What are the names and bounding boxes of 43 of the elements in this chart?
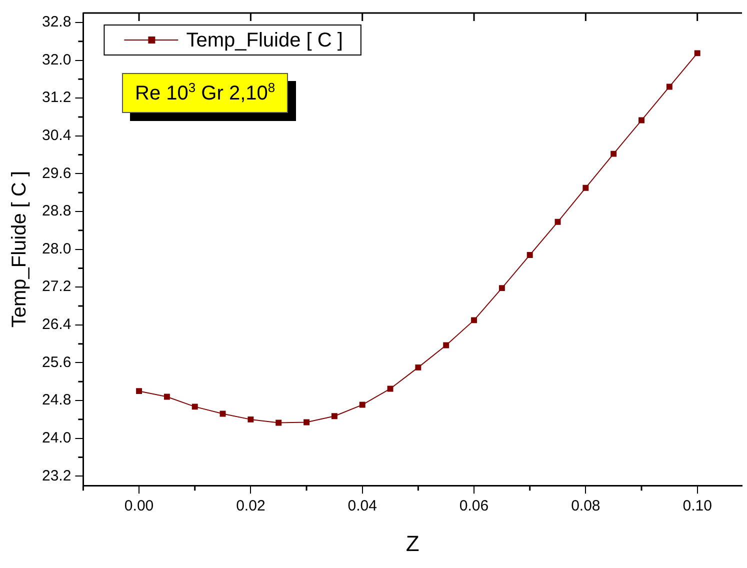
point <box>443 342 450 348</box>
y-tick-label: 27.2 <box>42 278 72 296</box>
x-tick-label: 0.00 <box>124 498 154 515</box>
y-tick-label: 28.0 <box>42 240 72 258</box>
point <box>554 218 561 225</box>
x-tick-label: 0.08 <box>571 498 600 515</box>
y-tick-label: 32.8 <box>42 14 72 31</box>
point <box>526 252 533 258</box>
annotation: Re 10$^{3}$ Gr 2,10$^{8}$ <box>122 73 288 113</box>
point <box>582 184 589 191</box>
point <box>192 404 198 410</box>
y-tick-label: 24.0 <box>42 429 72 446</box>
y-axis-title: Temp_Fluide [ C ] <box>8 170 31 328</box>
x-axis-title: Z <box>406 530 420 556</box>
point <box>666 84 672 90</box>
point <box>610 150 617 157</box>
y-tick-label: 31.2 <box>42 89 72 106</box>
point <box>415 364 422 370</box>
point <box>331 413 338 420</box>
x-tick-label: 0.02 <box>236 498 266 515</box>
point <box>694 50 700 56</box>
y-tick-label: 32.0 <box>42 51 72 68</box>
x-tick-label: 0.10 <box>682 498 712 515</box>
y-tick-label: 23.2 <box>42 467 72 484</box>
point <box>164 394 170 400</box>
y-tick-label: 29.6 <box>42 164 72 182</box>
point <box>359 402 366 408</box>
point <box>638 117 644 124</box>
point <box>136 388 142 394</box>
y-tick-label: 28.8 <box>42 202 72 220</box>
point <box>471 317 477 324</box>
point <box>387 386 394 392</box>
point <box>498 285 505 292</box>
point <box>248 416 254 422</box>
y-tick-label: 26.4 <box>42 316 72 334</box>
point <box>276 420 282 426</box>
y-tick-label: 30.4 <box>42 127 72 144</box>
legend-label: Temp_Fluide [ C ] <box>186 30 343 52</box>
y-tick-label: 24.8 <box>42 392 72 409</box>
x-tick-label: 0.06 <box>459 498 489 515</box>
x-tick-label: 0.04 <box>348 498 377 515</box>
y-tick-label: 25.6 <box>42 354 72 371</box>
point <box>304 419 310 426</box>
